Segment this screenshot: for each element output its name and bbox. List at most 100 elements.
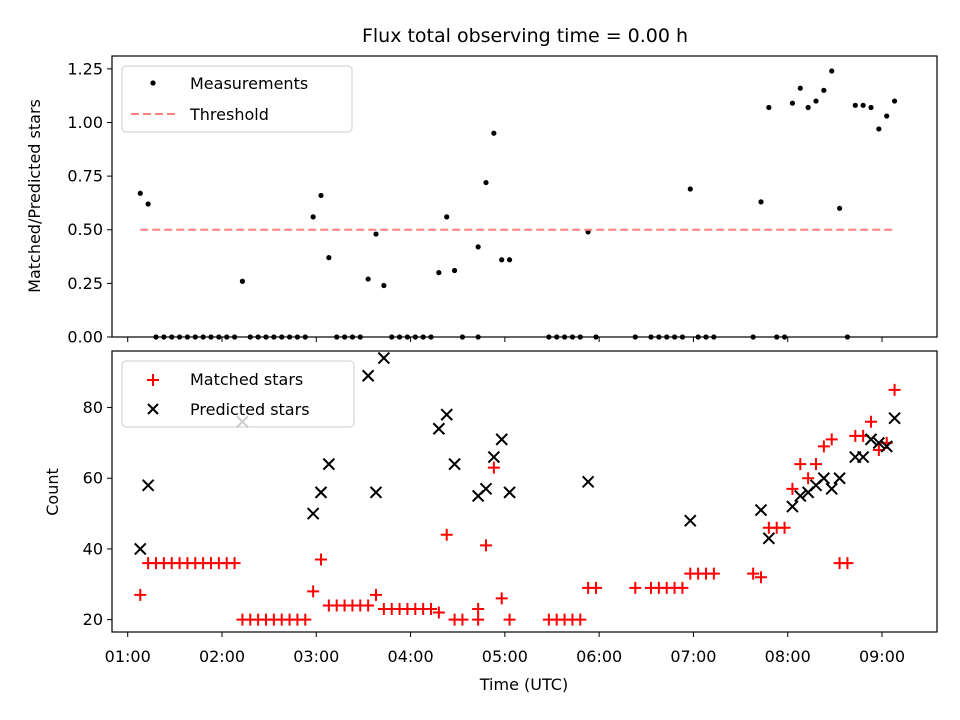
y-tick-label: 40	[83, 539, 103, 558]
measurement-point	[884, 113, 890, 119]
matched-point	[786, 482, 799, 495]
x-axis-label: Time (UTC)	[479, 675, 568, 694]
measurement-point	[797, 85, 803, 91]
predicted-point	[762, 532, 776, 545]
x-tick-label: 04:00	[388, 647, 434, 666]
matched-point	[865, 415, 877, 428]
measurement-point	[491, 130, 497, 136]
x-tick-label: 09:00	[859, 647, 905, 666]
chart-title: Flux total observing time = 0.00 h	[362, 25, 688, 47]
predicted-point	[361, 369, 375, 382]
top-legend-box	[121, 65, 353, 133]
bottom-y-axis-label: Count	[43, 468, 62, 516]
top-axes-frame	[111, 55, 938, 338]
measurement-point	[860, 102, 866, 108]
matched-point	[574, 613, 587, 626]
predicted-point	[503, 486, 516, 499]
matched-point	[315, 553, 327, 566]
predicted-point	[888, 411, 901, 425]
measurement-point	[813, 98, 819, 104]
predicted-point	[684, 514, 697, 527]
x-tick-label: 05:00	[482, 647, 528, 666]
y-tick-label: 1.25	[67, 59, 103, 78]
x-tick-label: 03:00	[293, 647, 339, 666]
measurement-point	[829, 68, 835, 74]
matched-point	[495, 592, 508, 605]
measurement-point	[239, 278, 246, 284]
predicted-point	[440, 408, 453, 421]
legend-predicted-label: Predicted stars	[190, 400, 310, 419]
matched-point	[802, 472, 815, 485]
measurement-point	[891, 98, 898, 104]
matched-point	[888, 383, 901, 396]
x-tick-label: 01:00	[105, 647, 151, 666]
matched-point	[472, 613, 485, 626]
matched-point	[794, 458, 807, 471]
matched-point	[825, 433, 838, 446]
x-tick-label: 06:00	[576, 647, 622, 666]
measurement-point	[805, 104, 811, 111]
matched-point	[755, 571, 767, 584]
y-tick-label: 1.00	[67, 113, 103, 132]
matched-point	[841, 557, 854, 570]
bottom-panel: 20 40 60 80 01:00 02:00 03:00 04:00 05:00 06:00 07…	[43, 350, 938, 694]
predicted-point	[864, 433, 878, 446]
measurement-point	[506, 257, 513, 263]
measurement-point	[326, 255, 332, 261]
measurement-point	[310, 214, 316, 220]
measurement-point	[145, 201, 151, 207]
legend-matched-label: Matched stars	[190, 370, 303, 389]
x-tick-label: 07:00	[670, 647, 716, 666]
matched-point	[432, 606, 445, 619]
measurement-point	[687, 186, 693, 192]
top-plot-area: 0.00 0.25 0.50 0.75 1.00 1.25	[67, 59, 898, 347]
predicted-point	[314, 486, 328, 499]
legend-measurements-marker	[150, 80, 156, 86]
measurement-point	[436, 270, 442, 276]
predicted-point	[825, 482, 838, 496]
measurement-point	[137, 190, 143, 196]
legend-matched-marker	[147, 374, 159, 386]
bottom-axes-frame	[111, 350, 938, 633]
matched-point	[817, 440, 830, 453]
bottom-plot-area: 20 40 60 80 01:00 02:00 03:00 04:00 05:00 06:00 07…	[83, 351, 905, 666]
measurement-point	[365, 276, 371, 282]
measurement-point	[475, 244, 481, 250]
measurement-point	[483, 179, 489, 186]
legend-predicted-marker	[147, 403, 159, 415]
matched-point	[590, 581, 602, 594]
predicted-point	[369, 486, 383, 499]
matched-point	[629, 581, 642, 594]
predicted-point	[581, 475, 595, 488]
matched-point	[480, 539, 492, 552]
measurement-point	[373, 231, 379, 237]
y-tick-label: 20	[83, 610, 103, 629]
bottom-legend: Matched stars Predicted stars	[121, 360, 355, 428]
y-tick-label: 0.25	[67, 274, 103, 293]
measurement-point	[852, 102, 858, 108]
measurement-point	[451, 267, 458, 274]
top-panel: 0.00 0.25 0.50 0.75 1.00 1.25 Matched/Predict…	[25, 55, 938, 347]
measurement-point	[836, 205, 843, 211]
predicted-point	[377, 351, 391, 365]
matched-point	[503, 613, 516, 626]
predicted-point	[856, 450, 870, 464]
matched-point	[362, 599, 375, 612]
matched-point	[440, 528, 453, 541]
legend-threshold-label: Threshold	[189, 105, 269, 124]
matched-point	[299, 613, 312, 626]
y-tick-label: 0.00	[67, 328, 103, 347]
y-tick-label: 0.50	[67, 220, 103, 239]
predicted-point	[479, 482, 493, 496]
measurement-point	[318, 192, 324, 199]
predicted-point	[495, 433, 508, 446]
bottom-legend-box	[121, 360, 355, 428]
measurement-point	[789, 100, 796, 106]
matched-point	[307, 585, 320, 598]
measurement-point	[876, 126, 882, 132]
predicted-point	[833, 472, 846, 485]
predicted-point	[141, 479, 155, 492]
predicted-point	[306, 507, 320, 520]
matched-point	[456, 613, 469, 626]
matched-point	[747, 567, 760, 580]
